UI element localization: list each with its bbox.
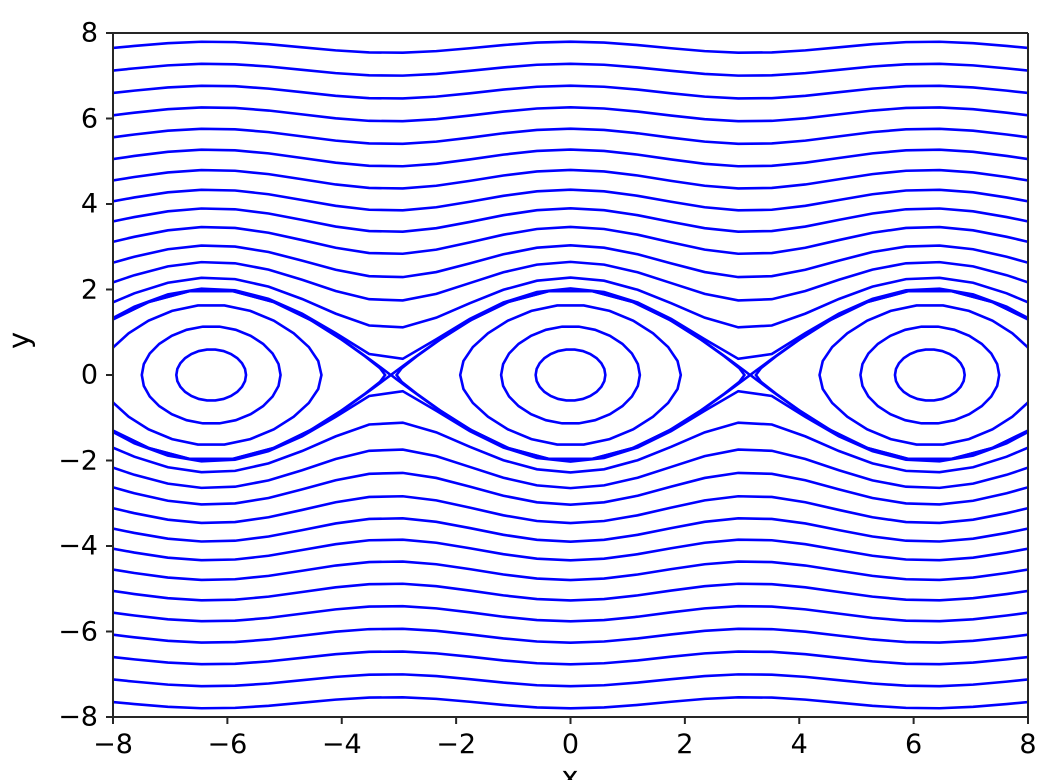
contour-closed-orbit bbox=[113, 304, 323, 446]
contour-rotation-curve bbox=[113, 421, 1028, 474]
contour-rotation-curve bbox=[113, 127, 1028, 146]
x-tick-label: −4 bbox=[321, 729, 362, 760]
contour-closed-orbit bbox=[175, 348, 248, 402]
contour-closed-orbit bbox=[499, 325, 642, 425]
contour-rotation-curve bbox=[113, 276, 1028, 329]
contour-rotation-curve bbox=[113, 696, 1028, 710]
contour-rotation-curve bbox=[113, 650, 1028, 666]
contour-rotation-curve bbox=[113, 188, 1028, 212]
contour-rotation-curve bbox=[113, 148, 1028, 168]
y-tick-label: 0 bbox=[80, 359, 98, 391]
x-tick-label: 0 bbox=[561, 729, 580, 760]
contour-closed-orbit bbox=[754, 289, 1028, 461]
axes-spines bbox=[112, 32, 1029, 718]
y-tick-label: −2 bbox=[58, 445, 98, 476]
contour-closed-orbit bbox=[893, 348, 966, 402]
y-tick-label: −4 bbox=[58, 530, 98, 562]
contour-rotation-curve bbox=[113, 604, 1028, 623]
contour-rotation-curve bbox=[113, 471, 1028, 506]
y-tick-label: −6 bbox=[58, 616, 98, 647]
contour-lines bbox=[113, 40, 1028, 710]
contour-rotation-curve bbox=[113, 538, 1028, 562]
x-tick-label: −6 bbox=[207, 729, 248, 760]
contour-rotation-curve bbox=[113, 389, 1028, 463]
contour-rotation-curve bbox=[113, 225, 1028, 256]
contour-rotation-curve bbox=[113, 494, 1028, 525]
x-tick-label: 4 bbox=[790, 729, 808, 760]
contour-closed-orbit bbox=[113, 289, 387, 461]
contour-rotation-curve bbox=[113, 168, 1028, 190]
contour-rotation-curve bbox=[113, 244, 1028, 279]
x-tick-label: −2 bbox=[436, 729, 477, 760]
y-tick-label: −8 bbox=[58, 701, 98, 733]
y-tick-label: 6 bbox=[80, 103, 98, 134]
y-tick-label: 8 bbox=[80, 17, 98, 49]
x-tick-label: 8 bbox=[1019, 729, 1037, 760]
contour-closed-orbit bbox=[534, 348, 607, 402]
contour-rotation-curve bbox=[113, 106, 1028, 123]
contour-closed-orbit bbox=[818, 304, 1028, 446]
contour-closed-orbit bbox=[388, 289, 753, 461]
contour-rotation-curve bbox=[113, 517, 1028, 543]
contour-rotation-curve bbox=[113, 84, 1028, 100]
contour-rotation-curve bbox=[113, 582, 1028, 602]
contour-rotation-curve bbox=[113, 62, 1028, 77]
contour-closed-orbit bbox=[859, 325, 1001, 425]
contour-rotation-curve bbox=[113, 448, 1028, 490]
x-tick-label: −8 bbox=[93, 729, 133, 760]
contour-rotation-curve bbox=[113, 560, 1028, 582]
x-axis-label: x bbox=[561, 760, 579, 780]
contour-closed-orbit bbox=[140, 325, 282, 425]
contour-rotation-curve bbox=[113, 207, 1028, 233]
y-tick-label: 2 bbox=[80, 274, 98, 305]
x-tick-label: 2 bbox=[676, 729, 694, 760]
y-tick-label: 4 bbox=[80, 188, 98, 220]
contour-closed-orbit bbox=[394, 289, 747, 461]
axis-tick-marks bbox=[106, 32, 1029, 724]
contour-rotation-curve bbox=[113, 673, 1028, 688]
contour-rotation-curve bbox=[113, 40, 1028, 54]
contour-rotation-curve bbox=[113, 260, 1028, 302]
contour-rotation-curve bbox=[113, 627, 1028, 644]
y-axis-label: y bbox=[2, 331, 36, 349]
contour-rotation-curve bbox=[113, 287, 1028, 361]
contour-closed-orbit bbox=[458, 304, 683, 446]
x-tick-label: 6 bbox=[905, 729, 923, 760]
